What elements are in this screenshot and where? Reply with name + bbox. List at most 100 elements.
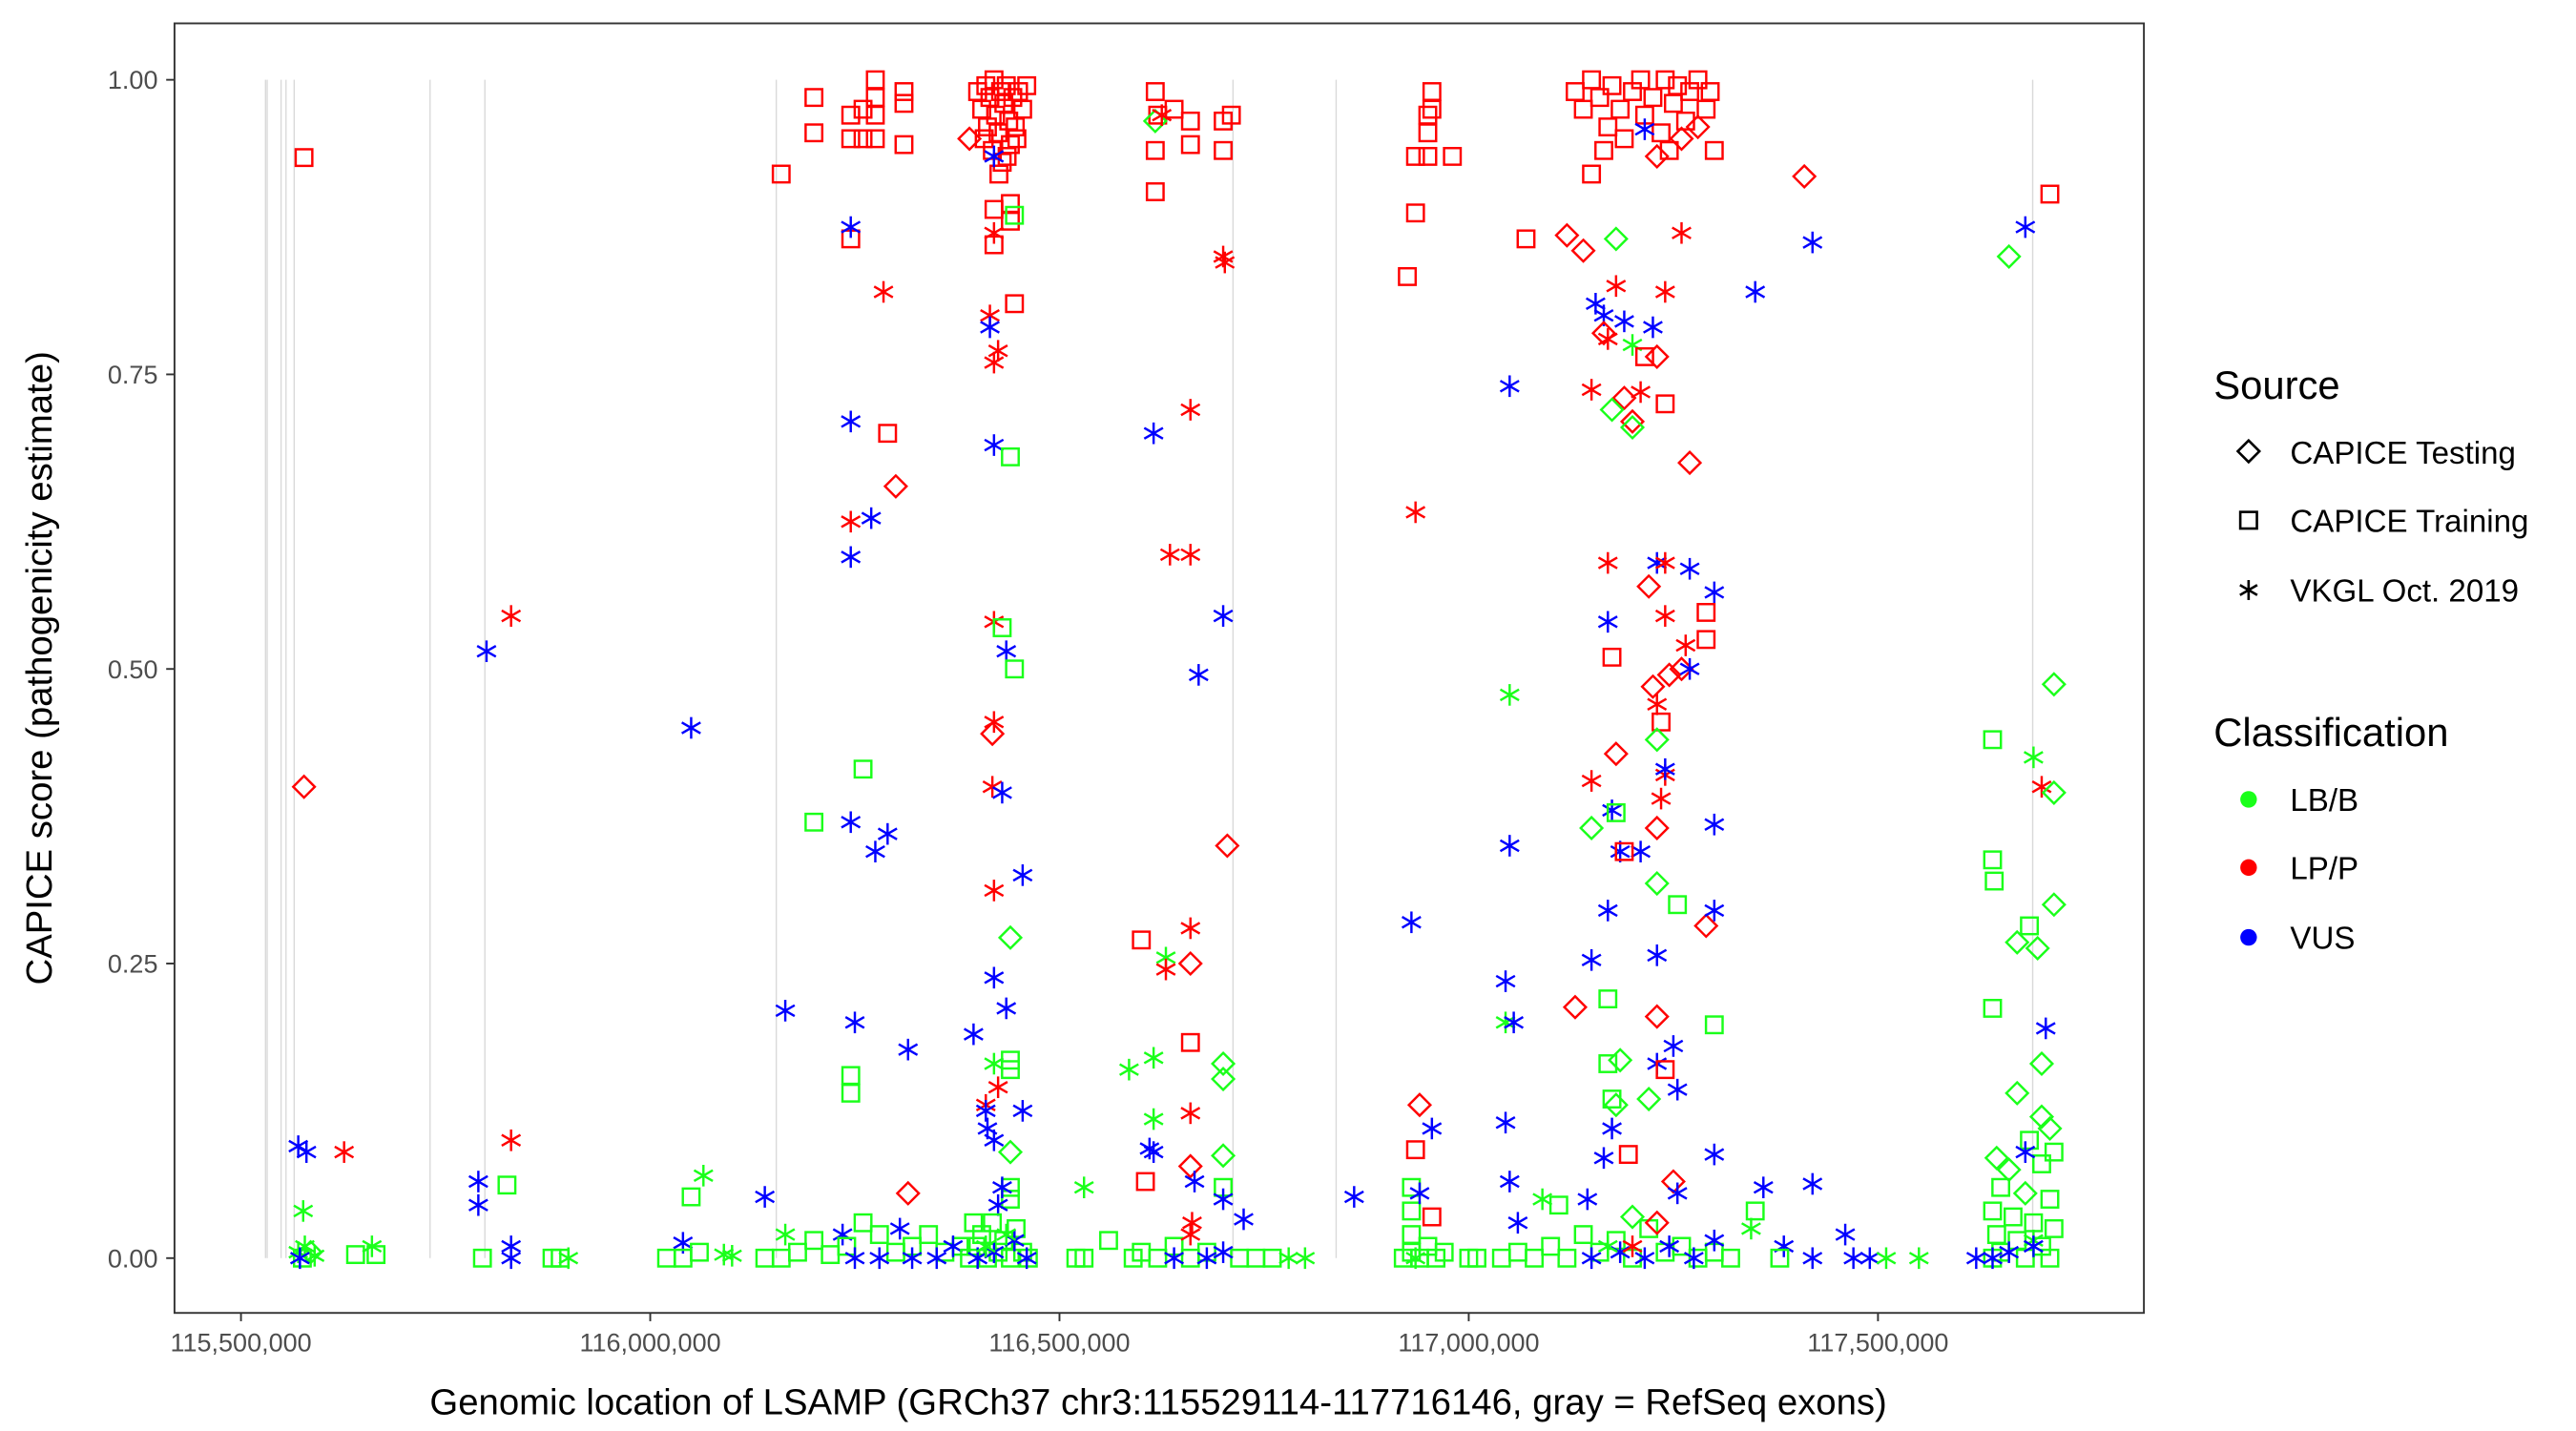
point-vkgl-lpp xyxy=(987,1076,1008,1099)
point-vkgl-vus xyxy=(841,546,862,569)
point-testing-lbb xyxy=(1211,1067,1236,1092)
point-testing-lbb xyxy=(1603,1092,1629,1118)
point-testing-lpp xyxy=(1685,114,1711,140)
point-testing-lbb xyxy=(1636,1087,1662,1112)
point-testing-lpp xyxy=(980,721,1006,747)
point-training-lbb xyxy=(1402,1201,1422,1221)
y-tick-label: 0.25 xyxy=(108,950,158,979)
point-training-lpp xyxy=(1007,129,1027,149)
point-vkgl-vus xyxy=(1753,1176,1774,1199)
point-vkgl-lpp xyxy=(1654,551,1675,574)
point-testing-lpp xyxy=(1636,573,1662,599)
point-vkgl-vus xyxy=(681,716,701,739)
point-testing-lbb xyxy=(1984,1145,2009,1171)
point-vkgl-lpp xyxy=(1180,399,1201,421)
point-training-lpp xyxy=(1001,211,1020,231)
y-tick-label: 0.75 xyxy=(108,361,158,389)
point-vkgl-lpp xyxy=(1654,280,1675,303)
point-vkgl-lpp xyxy=(1606,275,1627,298)
point-testing-lpp xyxy=(1215,833,1240,859)
point-vkgl-lbb xyxy=(1405,1247,1426,1270)
point-vkgl-lpp xyxy=(1155,958,1176,981)
point-training-lbb xyxy=(992,618,1012,637)
point-training-lbb xyxy=(1525,1248,1544,1268)
point-training-lbb xyxy=(681,1187,701,1207)
point-vkgl-lbb xyxy=(1278,1247,1299,1270)
point-testing-lbb xyxy=(1603,226,1629,252)
point-training-lbb xyxy=(1434,1242,1454,1262)
point-vkgl-vus xyxy=(992,1176,1012,1199)
point-testing-lpp xyxy=(1603,741,1629,767)
diamond-icon xyxy=(2235,438,2262,465)
point-testing-lbb xyxy=(1211,1050,1236,1077)
point-vkgl-vus xyxy=(1704,900,1725,922)
point-vkgl-lbb xyxy=(1295,1247,1316,1270)
point-testing-lpp xyxy=(957,126,983,152)
point-vkgl-vus xyxy=(1143,422,1164,445)
point-training-lbb xyxy=(1005,659,1025,679)
point-testing-lbb xyxy=(1619,414,1646,441)
point-vkgl-vus xyxy=(861,507,882,529)
point-training-lpp xyxy=(1418,105,1438,125)
point-training-lpp xyxy=(1214,140,1233,160)
point-training-lpp xyxy=(894,135,914,155)
point-testing-lbb xyxy=(997,1139,1024,1165)
point-vkgl-lpp xyxy=(2031,776,2052,798)
point-vkgl-vus xyxy=(1843,1247,1864,1270)
point-training-lbb xyxy=(472,1248,492,1268)
point-vkgl-vus xyxy=(1593,1147,1614,1170)
point-vkgl-lpp xyxy=(1581,379,1602,401)
point-training-lbb xyxy=(1467,1248,1486,1268)
point-testing-lbb xyxy=(1579,815,1605,841)
point-vkgl-lpp xyxy=(1152,104,1173,127)
point-training-lbb xyxy=(1541,1236,1561,1256)
point-vkgl-vus xyxy=(2015,1141,2036,1163)
point-training-lpp xyxy=(1135,1172,1155,1192)
point-vkgl-lpp xyxy=(1647,693,1668,716)
point-testing-lpp xyxy=(291,774,317,799)
point-training-lpp xyxy=(1418,147,1438,166)
point-training-lbb xyxy=(1983,999,2003,1018)
point-testing-lbb xyxy=(2025,935,2050,961)
point-vkgl-vus xyxy=(1409,1182,1430,1205)
point-vkgl-lpp xyxy=(1651,787,1672,810)
point-training-lbb xyxy=(1548,1195,1568,1215)
point-vkgl-vus xyxy=(1143,1141,1164,1163)
point-training-lpp xyxy=(1005,294,1025,314)
point-training-lpp xyxy=(1180,111,1200,131)
point-vkgl-vus xyxy=(841,811,862,834)
x-axis-title: Genomic location of LSAMP (GRCh37 chr3:1… xyxy=(429,1381,1886,1422)
point-training-lpp xyxy=(894,82,914,101)
lbb-dot-icon xyxy=(2240,791,2257,808)
point-testing-lbb xyxy=(2028,1050,2055,1077)
point-vkgl-vus xyxy=(1012,1100,1033,1122)
point-vkgl-lpp xyxy=(1180,544,1201,566)
point-testing-lpp xyxy=(1669,126,1694,152)
point-vkgl-vus xyxy=(296,1141,317,1163)
legend-class-lbb: LB/B xyxy=(2290,783,2358,819)
point-training-lpp xyxy=(1655,394,1675,414)
point-training-lpp xyxy=(1602,647,1622,667)
point-training-lpp xyxy=(997,147,1017,166)
point-training-lpp xyxy=(1405,203,1425,223)
point-vkgl-vus xyxy=(1016,1247,1037,1270)
point-training-lbb xyxy=(1074,1248,1094,1268)
point-vkgl-vus xyxy=(1663,1035,1684,1057)
point-training-lpp xyxy=(1655,70,1675,90)
point-testing-lbb xyxy=(2037,1115,2063,1141)
point-training-lpp xyxy=(1003,88,1023,108)
point-testing-lpp xyxy=(1644,143,1670,169)
point-vkgl-vus xyxy=(1659,1235,1680,1257)
point-vkgl-lbb xyxy=(1118,1058,1139,1081)
point-vkgl-vus xyxy=(1683,1247,1704,1270)
point-training-lpp xyxy=(1405,1140,1425,1160)
point-training-lpp xyxy=(841,129,861,149)
point-vkgl-vus xyxy=(1012,864,1033,886)
point-vkgl-vus xyxy=(926,1247,947,1270)
point-testing-lpp xyxy=(1640,674,1666,699)
point-vkgl-lbb xyxy=(775,1223,796,1246)
point-training-lpp xyxy=(1655,1060,1675,1080)
point-testing-lpp xyxy=(1656,662,1682,688)
point-testing-lpp xyxy=(883,473,908,499)
